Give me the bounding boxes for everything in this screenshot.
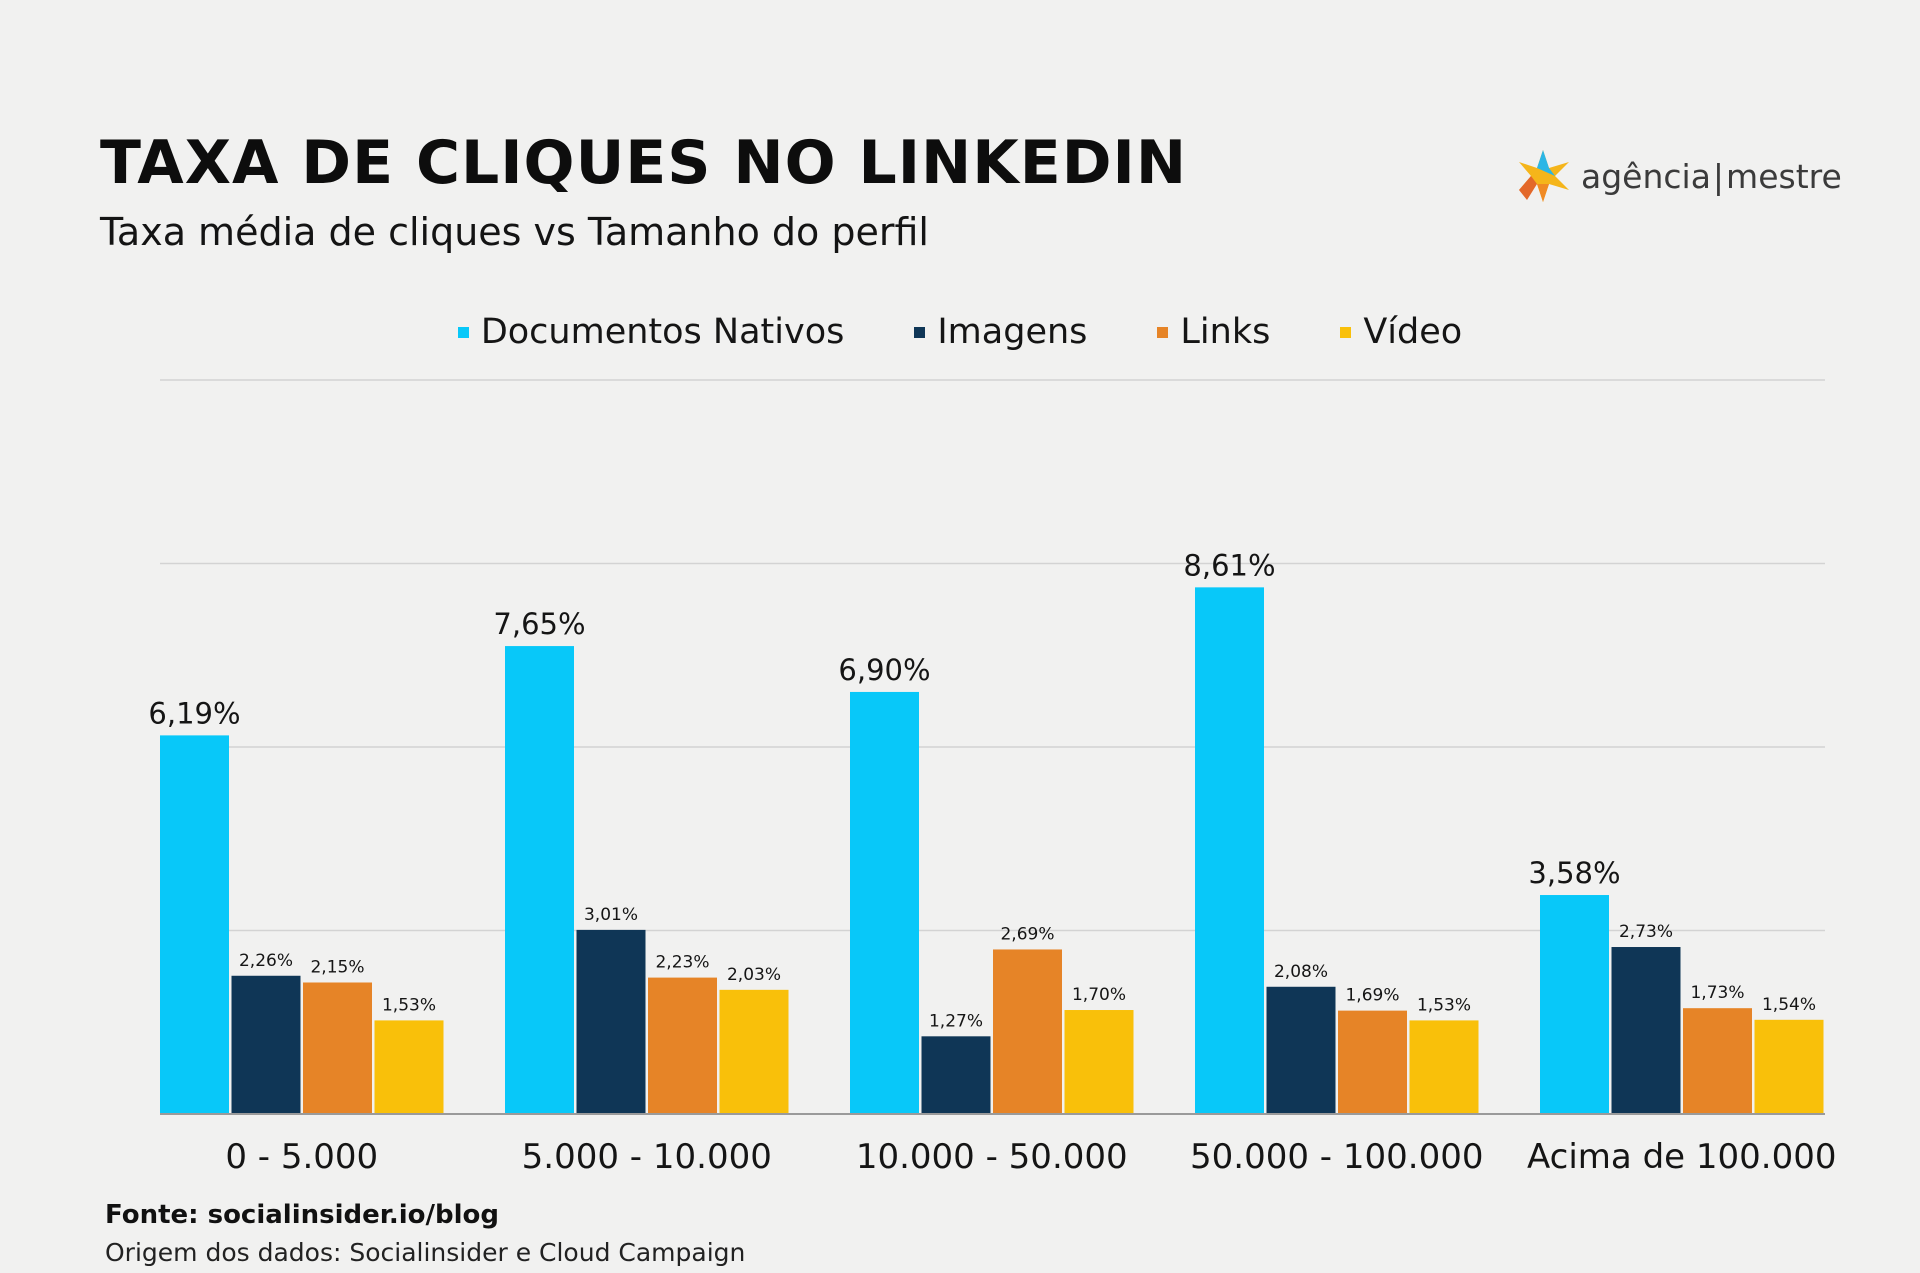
- legend-label-documentos: Documentos Nativos: [480, 312, 845, 352]
- data-label: 7,65%: [493, 607, 585, 641]
- bar-links: [993, 949, 1062, 1114]
- data-label: 1,27%: [929, 1011, 983, 1031]
- bar-vídeo: [719, 989, 789, 1114]
- legend-label-video: Vídeo: [1363, 312, 1463, 352]
- data-label: 2,26%: [239, 951, 293, 971]
- x-tick-label: 0 - 5.000: [225, 1137, 378, 1177]
- data-label: 1,53%: [1417, 995, 1471, 1015]
- data-label: 1,69%: [1345, 986, 1399, 1006]
- legend-swatch-links: [1157, 326, 1169, 338]
- brand-name: agência|mestre: [1581, 157, 1842, 196]
- data-label: 1,53%: [382, 995, 436, 1015]
- data-label: 6,90%: [838, 653, 930, 687]
- data-label: 2,03%: [727, 965, 781, 985]
- legend-swatch-documentos: [457, 326, 469, 338]
- bar-documentos-nativos: [1540, 895, 1609, 1114]
- data-label: 1,70%: [1072, 985, 1126, 1005]
- bar-imagens: [921, 1036, 991, 1114]
- chart-subtitle: Taxa média de cliques vs Tamanho do perf…: [100, 210, 929, 254]
- bar-imagens: [576, 929, 646, 1114]
- data-label: 2,69%: [1000, 924, 1054, 944]
- data-label: 2,73%: [1619, 922, 1673, 942]
- data-label: 8,61%: [1183, 548, 1275, 582]
- brand-name-left: agência: [1581, 156, 1711, 196]
- bar-links: [1683, 1008, 1752, 1114]
- legend-swatch-video: [1340, 326, 1352, 338]
- x-tick-label: Acima de 100.000: [1527, 1137, 1836, 1177]
- bar-imagens: [231, 975, 301, 1114]
- star-logo-icon: [1519, 150, 1569, 202]
- bar-vídeo: [1754, 1019, 1824, 1114]
- data-label: 2,23%: [655, 953, 709, 973]
- bar-links: [1338, 1010, 1407, 1114]
- data-label: 6,19%: [148, 696, 240, 730]
- legend-item-video: Vídeo: [1300, 312, 1462, 352]
- data-label: 1,73%: [1690, 983, 1744, 1003]
- brand-name-right: mestre: [1726, 156, 1842, 196]
- bar-documentos-nativos: [850, 691, 919, 1114]
- bar-imagens: [1611, 947, 1681, 1114]
- bar-vídeo: [1409, 1020, 1479, 1114]
- data-origin-note: Origem dos dados: Socialinsider e Cloud …: [105, 1238, 746, 1267]
- data-label: 1,54%: [1762, 995, 1816, 1015]
- bar-documentos-nativos: [1195, 587, 1264, 1114]
- x-tick-label: 50.000 - 100.000: [1190, 1137, 1483, 1177]
- legend-item-imagens: Imagens: [874, 312, 1087, 352]
- legend-swatch-imagens: [914, 326, 926, 338]
- legend-label-imagens: Imagens: [937, 312, 1088, 352]
- chart-title: TAXA DE CLIQUES NO LINKEDIN: [100, 128, 1188, 198]
- bar-documentos-nativos: [505, 646, 574, 1114]
- source-note: Fonte: socialinsider.io/blog: [105, 1200, 500, 1230]
- bar-vídeo: [374, 1020, 444, 1114]
- bar-links: [648, 977, 717, 1114]
- brand-separator: |: [1712, 156, 1725, 196]
- x-tick-label: 10.000 - 50.000: [856, 1137, 1128, 1177]
- brand-logo: agência|mestre: [1515, 146, 1842, 206]
- data-label: 3,58%: [1528, 856, 1620, 890]
- x-tick-label: 5.000 - 10.000: [522, 1137, 772, 1177]
- bar-documentos-nativos: [160, 735, 229, 1114]
- bar-links: [303, 982, 372, 1114]
- data-label: 2,08%: [1274, 962, 1328, 982]
- chart-legend: Documentos Nativos Imagens Links Vídeo: [0, 312, 1920, 352]
- legend-item-links: Links: [1117, 312, 1270, 352]
- legend-label-links: Links: [1180, 312, 1271, 352]
- bar-vídeo: [1064, 1010, 1134, 1114]
- data-label: 3,01%: [584, 905, 638, 925]
- data-label: 2,15%: [310, 957, 364, 977]
- legend-item-documentos: Documentos Nativos: [457, 312, 845, 352]
- bar-imagens: [1266, 986, 1336, 1114]
